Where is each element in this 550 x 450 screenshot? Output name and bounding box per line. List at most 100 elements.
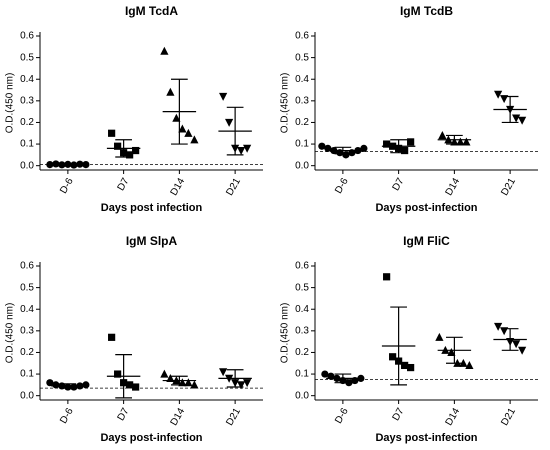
point [132,383,140,391]
y-tick-label: 0.4 [295,74,309,85]
x-tick-label: D-6 [58,176,76,196]
x-tick-label: D14 [444,176,463,198]
point [243,379,252,388]
point [225,118,234,127]
x-tick-label: D7 [116,176,132,193]
y-tick-label: 0.3 [295,325,309,336]
y-tick-label: 0.0 [20,160,34,171]
y-axis-label: O.D.(450 nm) [280,303,291,364]
point [447,348,456,357]
point [108,333,116,341]
point [360,144,368,152]
point [512,340,521,349]
x-tick-label: D-6 [58,406,76,426]
point [321,370,329,378]
x-tick-label: D21 [224,406,243,428]
panel: IgM FliC O.D.(450 nm) Days post-infection 0… [280,234,538,444]
x-tick-label: D14 [169,406,188,428]
chart-title: IgM TcdA [125,4,178,18]
y-axis-label: O.D.(450 nm) [5,73,16,134]
point [108,129,116,137]
point [357,374,365,382]
chart-title: IgM FliC [403,234,450,248]
y-tick-label: 0.2 [295,347,309,358]
x-tick-label: D14 [444,406,463,428]
point [407,363,415,372]
point [166,87,175,96]
y-tick-label: 0.4 [295,304,309,315]
x-axis-label: Days post-infection [375,432,477,444]
y-tick-label: 0.5 [20,282,34,293]
point [70,383,78,391]
y-tick-label: 0.5 [295,52,309,63]
point [46,379,54,387]
point [178,124,187,133]
point [389,353,397,361]
point [82,160,90,169]
x-tick-label: D-6 [333,406,351,426]
point [160,46,169,55]
x-tick-label: D21 [224,176,243,198]
y-tick-label: 0.3 [20,95,34,106]
y-tick-label: 0.5 [295,282,309,293]
y-tick-label: 0.3 [295,95,309,106]
y-tick-label: 0.2 [295,117,309,128]
point [237,381,246,390]
point [465,361,474,370]
y-tick-label: 0.0 [295,160,309,171]
x-tick-label: D7 [391,406,407,423]
point [435,332,444,341]
y-tick-label: 0.4 [20,74,34,85]
chart-title: IgM TcdB [400,4,453,18]
point [518,116,527,125]
point [401,146,409,155]
y-tick-label: 0.1 [295,369,309,380]
point [52,160,60,168]
point [462,137,471,146]
point [494,322,503,331]
y-axis-label: O.D.(450 nm) [280,73,291,134]
point [46,160,54,169]
y-tick-label: 0.5 [20,52,34,63]
y-tick-label: 0.3 [20,325,34,336]
point [219,92,228,101]
point [52,381,60,389]
y-axis-label: O.D.(450 nm) [5,303,16,364]
point [518,346,527,355]
y-tick-label: 0.1 [295,139,309,150]
point [114,142,122,150]
point [132,146,140,155]
panel: IgM TcdB O.D.(450 nm) Days post-infection 0… [280,4,538,214]
x-tick-label: D-6 [333,176,351,196]
point [401,361,409,370]
point [114,370,122,378]
x-tick-label: D7 [116,406,132,423]
point [494,90,503,99]
point [383,140,391,148]
y-tick-label: 0.6 [295,261,309,272]
panel: IgM SlpA O.D.(450 nm) Days post-infection 0… [5,234,263,444]
panel: IgM TcdA O.D.(450 nm) Days post infection 0… [5,4,263,214]
point [82,381,90,389]
point [190,135,199,144]
point [126,381,134,389]
y-tick-label: 0.1 [20,369,34,380]
point [383,273,391,281]
y-tick-label: 0.6 [295,31,309,42]
point [407,138,415,146]
point [342,151,350,159]
point [160,369,169,378]
y-tick-label: 0.2 [20,117,34,128]
point [512,114,521,123]
y-tick-label: 0.6 [20,261,34,272]
point [219,368,228,377]
y-tick-label: 0.0 [20,390,34,401]
point [318,142,326,150]
point [184,128,193,137]
point [237,146,246,155]
point [459,358,468,367]
x-axis-label: Days post-infection [375,202,477,214]
point [172,113,181,122]
y-tick-label: 0.4 [20,304,34,315]
